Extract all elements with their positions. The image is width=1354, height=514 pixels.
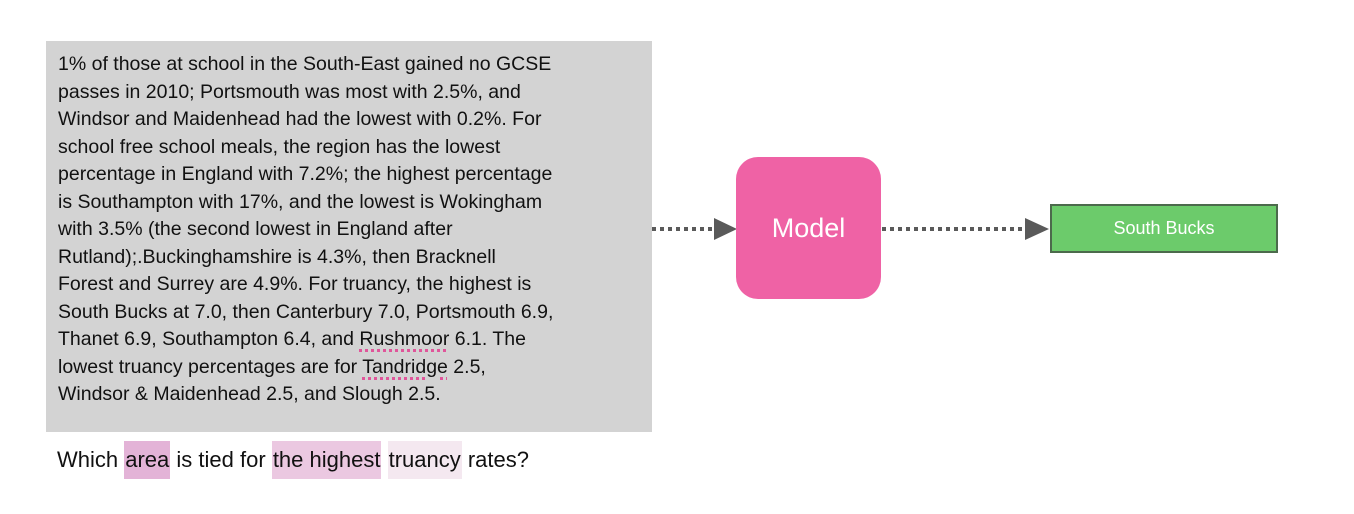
output-box: South Bucks <box>1050 204 1278 253</box>
output-label: South Bucks <box>1113 218 1214 239</box>
model-box: Model <box>736 157 881 299</box>
model-to-output-arrowhead <box>1025 218 1049 240</box>
passage-to-model-arrowhead <box>714 218 737 240</box>
model-label: Model <box>772 213 846 244</box>
